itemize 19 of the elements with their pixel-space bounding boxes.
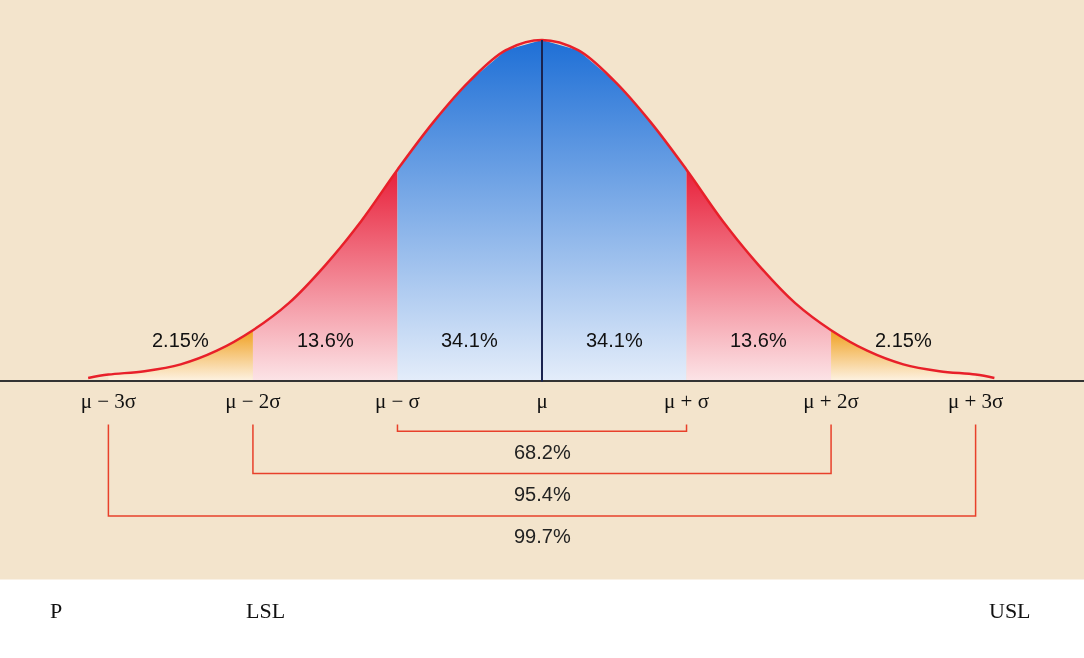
x-tick-label: μ + 3σ — [947, 388, 1004, 413]
x-tick-label: μ − 2σ — [225, 388, 281, 413]
x-tick-label: μ + 2σ — [803, 388, 859, 413]
text: P — [50, 598, 63, 623]
x-tick-label: μ — [536, 388, 548, 413]
text: 99.7% — [514, 525, 571, 547]
text: 95.4% — [514, 483, 571, 505]
annotation: 34.1% — [586, 329, 643, 351]
text: USL — [989, 598, 1031, 623]
text: LSL — [246, 598, 286, 623]
annotation: 34.1% — [441, 329, 498, 351]
x-tick-label: μ + σ — [664, 388, 709, 413]
text: 68.2% — [514, 441, 571, 463]
annotation: 2.15% — [875, 329, 932, 351]
annotation: 13.6% — [730, 329, 787, 351]
annotation: 13.6% — [297, 329, 354, 351]
annotation: 2.15% — [152, 329, 209, 351]
x-tick-label: μ − σ — [375, 388, 420, 413]
x-tick-label: μ − 3σ — [80, 388, 137, 413]
